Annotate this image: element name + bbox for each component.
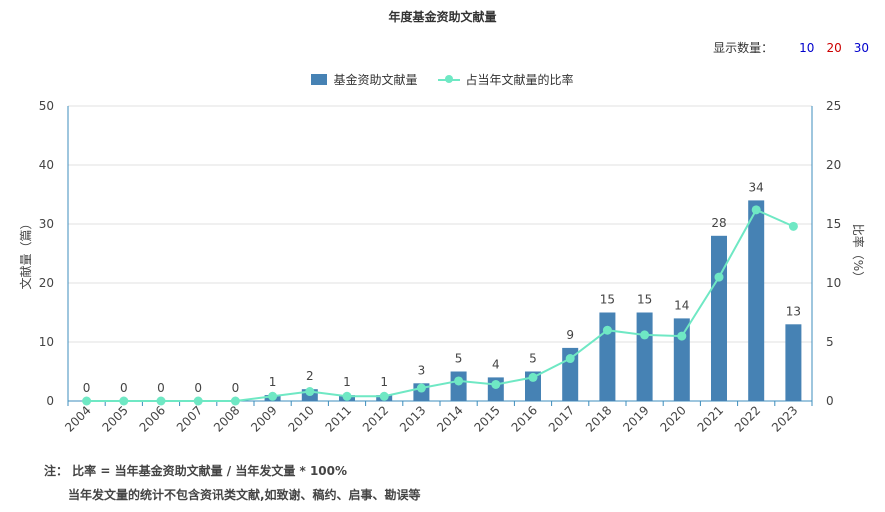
ratio-point-2010: [305, 387, 315, 397]
bar-value-label-2015: 4: [492, 357, 500, 371]
ratio-point-2008: [230, 396, 240, 406]
y-axis-title: 文献量（篇）: [18, 217, 33, 289]
y-tick-label-50: 50: [39, 99, 54, 113]
x-tick-label-2019: 2019: [620, 403, 651, 434]
x-tick-label-2012: 2012: [360, 403, 391, 434]
bar-2019: [636, 312, 653, 401]
x-tick-label-2010: 2010: [285, 403, 316, 434]
x-tick-label-2005: 2005: [99, 403, 130, 434]
legend-bar-label: 基金资助文献量: [333, 73, 418, 87]
bar-value-label-2006: 0: [157, 381, 165, 395]
bar-value-label-2017: 9: [566, 328, 574, 342]
bar-value-label-2011: 1: [343, 375, 351, 389]
bar-value-label-2018: 15: [600, 293, 615, 307]
ratio-line: [86, 208, 794, 402]
note-exclusion: 当年发文量的统计不包含资讯类文献,如致谢、稿约、启事、勘误等: [68, 488, 421, 502]
bar-value-label-2020: 14: [674, 298, 689, 312]
y-tick-label-0: 0: [46, 394, 54, 408]
x-tick-label-2011: 2011: [323, 403, 354, 434]
display-count-option-30[interactable]: 30: [853, 40, 869, 55]
bar-value-label-2005: 0: [120, 381, 128, 395]
ratio-point-2019: [640, 330, 650, 340]
legend-line-label: 占当年文献量的比率: [465, 73, 574, 87]
y2-tick-label-15: 15: [826, 217, 841, 231]
bar-value-label-2009: 1: [269, 375, 277, 389]
x-tick-label-2021: 2021: [695, 403, 726, 434]
bar-value-label-2012: 1: [380, 375, 388, 389]
display-count-option-10[interactable]: 10: [799, 40, 815, 55]
bar-value-label-2013: 3: [418, 363, 426, 377]
x-tick-label-2018: 2018: [583, 403, 614, 434]
bar-value-label-2016: 5: [529, 352, 537, 366]
bar-value-label-2010: 2: [306, 369, 314, 383]
x-tick-label-2006: 2006: [137, 403, 168, 434]
x-tick-label-2023: 2023: [769, 403, 800, 434]
legend-bar-swatch: [311, 74, 328, 85]
ratio-point-2022: [751, 205, 761, 215]
chart-title: 年度基金资助文献量: [388, 10, 497, 24]
x-tick-label-2007: 2007: [174, 403, 205, 434]
y-tick-label-40: 40: [39, 158, 54, 172]
display-count-selector: 显示数量： 10 20 30: [713, 39, 869, 56]
x-tick-label-2013: 2013: [397, 403, 428, 434]
x-tick-label-2004: 2004: [62, 403, 93, 434]
bar-value-label-2004: 0: [83, 381, 91, 395]
y-tick-label-20: 20: [39, 276, 54, 290]
bar-2023: [785, 324, 802, 401]
ratio-point-2012: [379, 391, 389, 401]
bar-value-label-2019: 15: [637, 293, 652, 307]
bar-2014: [450, 371, 467, 401]
ratio-point-2016: [528, 372, 538, 382]
bar-value-label-2022: 34: [749, 180, 764, 194]
ratio-point-2007: [193, 396, 203, 406]
ratio-point-2013: [416, 383, 426, 393]
y2-tick-label-0: 0: [826, 394, 834, 408]
chart-legend: 基金资助文献量 占当年文献量的比率: [0, 71, 885, 88]
x-tick-label-2017: 2017: [546, 403, 577, 434]
note-ratio-formula: 注： 比率 = 当年基金资助文献量 / 当年发文量 * 100%: [44, 464, 348, 478]
x-tick-label-2022: 2022: [732, 403, 763, 434]
y2-tick-label-10: 10: [826, 276, 841, 290]
legend-line-swatch: [437, 74, 460, 85]
ratio-point-2006: [156, 396, 166, 406]
x-tick-label-2015: 2015: [471, 403, 502, 434]
ratio-point-2017: [565, 354, 575, 364]
bar-value-label-2008: 0: [232, 381, 240, 395]
ratio-point-2023: [788, 221, 798, 231]
display-count-option-20[interactable]: 20: [826, 40, 842, 55]
ratio-point-2020: [677, 331, 687, 341]
ratio-point-2004: [82, 396, 92, 406]
legend-item-bar[interactable]: 基金资助文献量: [311, 71, 418, 88]
x-tick-label-2020: 2020: [657, 403, 688, 434]
x-tick-label-2008: 2008: [211, 403, 242, 434]
ratio-point-2009: [268, 391, 278, 401]
y2-tick-label-5: 5: [826, 335, 834, 349]
bar-value-label-2007: 0: [194, 381, 202, 395]
ratio-point-2005: [119, 396, 129, 406]
bar-2021: [711, 235, 727, 401]
x-tick-label-2014: 2014: [434, 403, 465, 434]
ratio-point-2015: [491, 379, 501, 389]
bar-2020: [673, 318, 690, 401]
y2-axis-title: 比率（%）: [851, 224, 866, 283]
ratio-point-2014: [454, 376, 464, 386]
bar-2018: [599, 312, 616, 401]
x-tick-label-2016: 2016: [509, 403, 540, 434]
ratio-point-2011: [342, 391, 352, 401]
y-tick-label-30: 30: [39, 217, 54, 231]
x-tick-label-2009: 2009: [248, 403, 279, 434]
y-tick-label-10: 10: [39, 335, 54, 349]
y2-tick-label-20: 20: [826, 158, 841, 172]
bar-value-label-2021: 28: [711, 216, 726, 230]
ratio-point-2018: [602, 325, 612, 335]
display-count-label: 显示数量：: [713, 41, 774, 55]
bar-value-label-2023: 13: [786, 304, 801, 318]
y2-tick-label-25: 25: [826, 99, 841, 113]
bar-2022: [748, 200, 765, 401]
bar-value-label-2014: 5: [455, 352, 463, 366]
ratio-point-2021: [714, 272, 724, 282]
legend-item-line[interactable]: 占当年文献量的比率: [437, 71, 574, 88]
